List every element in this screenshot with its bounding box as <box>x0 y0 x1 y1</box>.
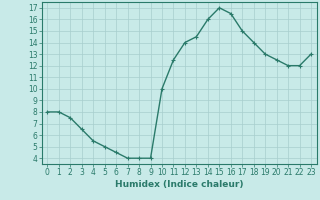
X-axis label: Humidex (Indice chaleur): Humidex (Indice chaleur) <box>115 180 244 189</box>
